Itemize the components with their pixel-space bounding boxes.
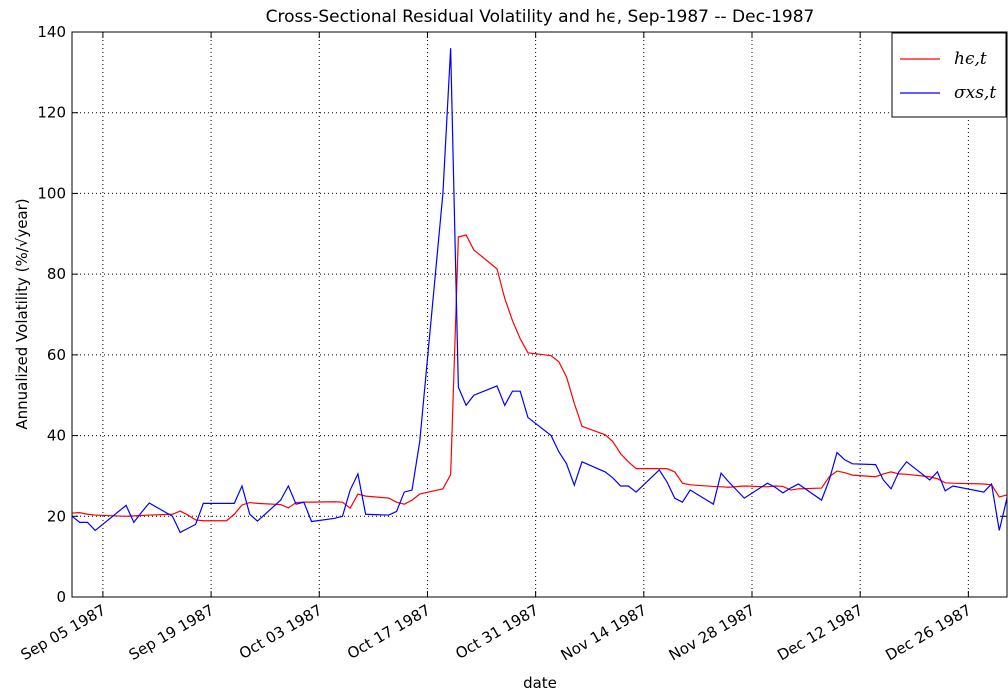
x-tick-label: Nov 28 1987: [666, 601, 758, 665]
y-tick-label: 120: [37, 104, 66, 122]
x-tick-label: Oct 03 1987: [236, 601, 325, 663]
chart-title: Cross-Sectional Residual Volatility and …: [266, 7, 815, 27]
series-line: [72, 48, 1007, 534]
y-axis-label: Annualized Volatility (%/√year): [13, 198, 31, 429]
x-tick-label: Oct 17 1987: [344, 601, 433, 663]
legend-label: σxs,t: [954, 83, 996, 103]
legend-label: hϵ,t: [954, 49, 987, 69]
series-line: [72, 234, 1007, 522]
x-axis-label: date: [523, 674, 557, 692]
x-tick-label: Nov 14 1987: [558, 601, 650, 665]
y-tick-label: 40: [47, 427, 66, 445]
legend-box: [891, 32, 1007, 118]
y-tick-label: 0: [56, 588, 66, 606]
y-tick-label: 20: [47, 507, 66, 525]
y-tick-label: 60: [47, 346, 66, 364]
x-tick-label: Dec 12 1987: [774, 601, 866, 665]
y-tick-label: 140: [37, 23, 66, 41]
y-tick-label: 100: [37, 184, 66, 202]
x-tick-label: Dec 26 1987: [882, 601, 974, 665]
plot-lines: [72, 48, 1007, 534]
x-tick-label: Sep 19 1987: [126, 601, 217, 664]
x-tick-label: Oct 31 1987: [452, 601, 541, 663]
x-tick-label: Sep 05 1987: [18, 601, 109, 664]
plot-frame: [71, 31, 1008, 598]
y-tick-label: 80: [47, 265, 66, 283]
